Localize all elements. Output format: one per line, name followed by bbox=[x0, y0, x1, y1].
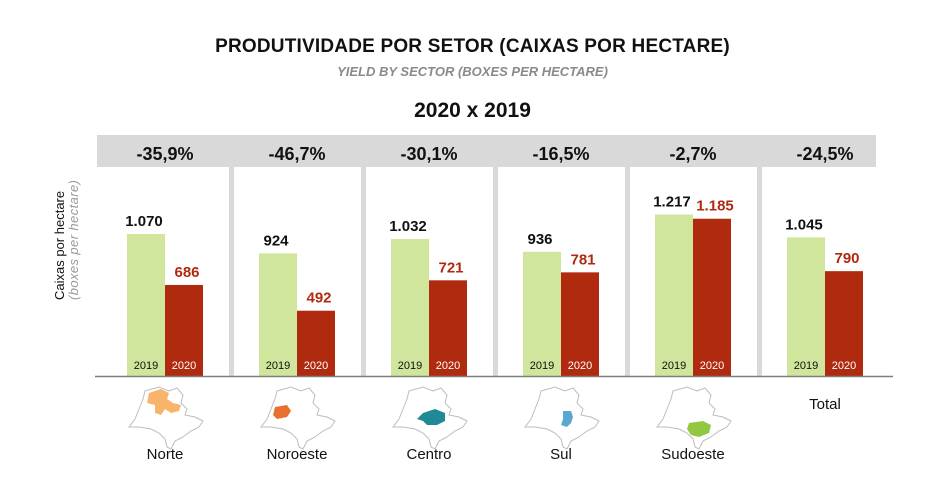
comparison-heading: 2020 x 2019 bbox=[414, 99, 531, 122]
sao-paulo-map-sul-icon bbox=[524, 386, 600, 450]
state-outline bbox=[524, 386, 600, 450]
data-label-2020: 781 bbox=[570, 251, 595, 268]
chart-subtitle: YIELD BY SECTOR (BOXES PER HECTARE) bbox=[337, 64, 608, 79]
state-outline bbox=[656, 386, 732, 450]
panel-separator bbox=[625, 167, 630, 376]
data-label-2019: 1.070 bbox=[125, 213, 163, 230]
sector-region bbox=[561, 411, 573, 427]
sector-label-centro: Centro bbox=[406, 446, 452, 463]
change-label: -24,5% bbox=[796, 144, 853, 164]
bar-year-label: 2019 bbox=[134, 360, 158, 372]
data-label-2019: 1.045 bbox=[785, 216, 823, 233]
bar-year-label: 2019 bbox=[398, 360, 422, 372]
bar-2019-sudoeste bbox=[655, 214, 693, 376]
bar-year-label: 2020 bbox=[304, 360, 328, 372]
panel-separator bbox=[229, 167, 234, 376]
sao-paulo-map-sudoeste-icon bbox=[656, 386, 732, 450]
change-label: -2,7% bbox=[669, 144, 716, 164]
data-label-2019: 924 bbox=[263, 232, 289, 249]
bar-year-label: 2019 bbox=[662, 360, 686, 372]
sector-label-noroeste: Noroeste bbox=[266, 446, 328, 463]
bar-year-label: 2020 bbox=[832, 360, 856, 372]
data-label-2020: 686 bbox=[174, 264, 199, 281]
bar-year-label: 2020 bbox=[172, 360, 196, 372]
sector-region bbox=[147, 389, 181, 415]
bar-2020-sudoeste bbox=[693, 218, 731, 376]
sao-paulo-map-centro-icon bbox=[392, 386, 468, 450]
data-label-2020: 790 bbox=[834, 250, 859, 267]
bar-year-label: 2020 bbox=[436, 360, 460, 372]
sector-label-sul: Sul bbox=[550, 446, 572, 463]
bar-2020-sul bbox=[561, 272, 599, 376]
bar-year-label: 2020 bbox=[568, 360, 592, 372]
change-label: -35,9% bbox=[136, 144, 193, 164]
change-label: -30,1% bbox=[400, 144, 457, 164]
y-axis-label-pt: Caixas por hectare bbox=[52, 190, 67, 300]
sector-label-sudoeste: Sudoeste bbox=[661, 446, 725, 463]
bar-year-label: 2019 bbox=[266, 360, 290, 372]
y-axis-label-en: (boxes per hectare) bbox=[66, 179, 81, 300]
bar-2019-total bbox=[787, 237, 825, 376]
bar-year-label: 2019 bbox=[794, 360, 818, 372]
sao-paulo-map-noroeste-icon bbox=[260, 386, 336, 450]
bar-year-label: 2019 bbox=[530, 360, 554, 372]
change-banner bbox=[97, 135, 876, 167]
bar-2020-total bbox=[825, 271, 863, 376]
bar-2019-norte bbox=[127, 234, 165, 376]
y-axis-label: Caixas por hectare (boxes per hectare) bbox=[52, 180, 81, 300]
panel-separator bbox=[361, 167, 366, 376]
bar-2019-sul bbox=[523, 251, 561, 376]
bar-2020-norte bbox=[165, 284, 203, 376]
change-label: -16,5% bbox=[532, 144, 589, 164]
sector-region bbox=[417, 409, 445, 425]
panel-separator bbox=[757, 167, 762, 376]
state-outline bbox=[260, 386, 336, 450]
data-label-2019: 1.217 bbox=[653, 193, 691, 210]
sector-region bbox=[273, 405, 291, 419]
sao-paulo-map-norte-icon bbox=[128, 386, 204, 450]
bar-2020-noroeste bbox=[297, 310, 335, 376]
bar-2019-noroeste bbox=[259, 253, 297, 376]
bar-year-label: 2020 bbox=[700, 360, 724, 372]
data-label-2020: 492 bbox=[306, 290, 331, 307]
data-label-2019: 936 bbox=[527, 231, 552, 248]
sector-label-total: Total bbox=[809, 396, 841, 413]
chart-title: PRODUTIVIDADE POR SETOR (CAIXAS POR HECT… bbox=[215, 36, 730, 57]
data-label-2019: 1.032 bbox=[389, 218, 427, 235]
sector-label-norte: Norte bbox=[146, 446, 184, 463]
panel-separator bbox=[493, 167, 498, 376]
data-label-2020: 721 bbox=[438, 259, 463, 276]
bar-2019-centro bbox=[391, 239, 429, 376]
sector-region bbox=[687, 421, 711, 437]
change-label: -46,7% bbox=[268, 144, 325, 164]
bar-2020-centro bbox=[429, 280, 467, 376]
data-label-2020: 1.185 bbox=[696, 198, 734, 215]
